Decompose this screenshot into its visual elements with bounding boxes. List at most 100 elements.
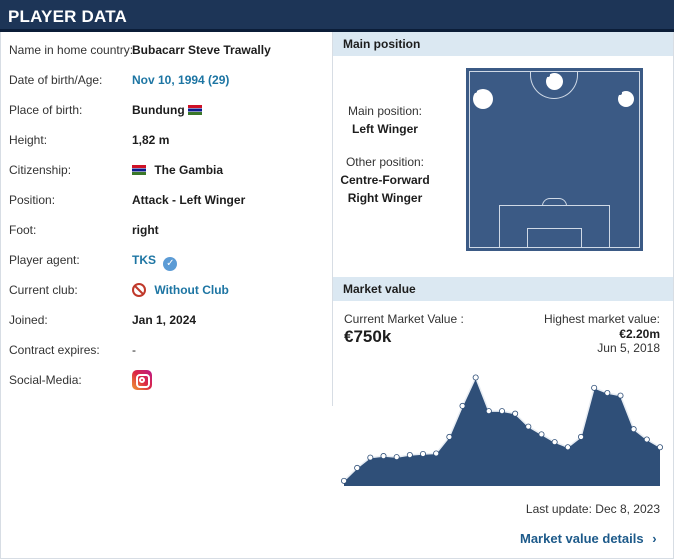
market-value-point[interactable] [367,454,374,461]
row-value-wrapper [132,370,152,391]
gambia-flag-icon [188,105,202,115]
row-label: Player agent: [9,253,80,267]
row-value-wrapper: The Gambia [132,160,223,180]
club-link[interactable]: Without Club [154,283,229,297]
row-contract-expires: Contract expires: - [9,340,329,360]
other-position-block: Other position: Centre-Forward Right Win… [330,153,440,207]
market-value-area [344,377,660,486]
market-value-chart[interactable] [338,358,668,493]
row-label: Contract expires: [9,343,100,357]
position-pitch [466,68,643,251]
highest-market-value: €2.20m [619,327,660,341]
market-value-point[interactable] [630,426,637,433]
other-position-marker [546,73,563,90]
row-date-of-birth: Date of birth/Age: Nov 10, 1994 (29) [9,70,329,90]
row-player-agent: Player agent: TKS ✓ [9,250,329,271]
current-market-value-label: Current Market Value : [344,312,464,326]
market-value-point[interactable] [393,454,400,461]
market-value-point[interactable] [617,392,624,399]
market-value-point[interactable] [380,453,387,460]
row-value-wrapper: Without Club [132,280,229,300]
market-value-point[interactable] [354,464,361,471]
row-label: Social-Media: [9,373,82,387]
page-title: PLAYER DATA [8,7,128,26]
row-value: Jan 1, 2024 [132,313,197,327]
market-value-point[interactable] [525,423,532,430]
no-club-icon [132,283,146,297]
row-value-wrapper: TKS ✓ [132,250,178,271]
market-value-point[interactable] [564,444,571,451]
market-value-point[interactable] [406,452,413,459]
market-value-point[interactable] [577,433,584,440]
pitch-penalty-arc [542,198,567,206]
player-data-list: Name in home country: Bubacarr Steve Tra… [0,32,332,559]
market-value-point[interactable] [341,477,347,484]
market-value-point[interactable] [551,439,558,446]
market-value-point[interactable] [656,444,663,451]
market-value-details-link[interactable]: Market value details › [520,531,657,546]
birthdate-link[interactable]: Nov 10, 1994 (29) [132,73,230,87]
details-link-label: Market value details [520,531,644,546]
row-place-of-birth: Place of birth: Bundung [9,100,329,120]
main-position-block: Main position: Left Winger [330,102,440,138]
other-position-label: Other position: [345,155,425,169]
market-value-point[interactable] [433,450,440,457]
last-update-text: Last update: Dec 8, 2023 [525,502,660,516]
other-position-marker [618,91,634,107]
market-value-point[interactable] [643,436,650,443]
row-label: Foot: [9,223,37,237]
row-value: - [132,343,136,357]
agent-link[interactable]: TKS [132,253,156,267]
market-value-point[interactable] [420,450,427,457]
chevron-right-icon: › [652,531,657,546]
current-market-value: €750k [344,327,392,346]
row-label: Citizenship: [9,163,72,177]
row-value: right [132,223,159,237]
row-citizenship: Citizenship: The Gambia [9,160,329,180]
row-value-wrapper: Bundung [132,100,202,120]
column-divider [332,32,333,406]
gambia-flag-icon [132,165,146,175]
row-label: Place of birth: [9,103,83,117]
main-position-marker [473,89,493,109]
row-height: Height: 1,82 m [9,130,329,150]
other-position-value: Centre-Forward [340,173,430,187]
row-current-club: Current club: Without Club [9,280,329,300]
row-label: Date of birth/Age: [9,73,103,87]
main-position-label: Main position: [347,104,423,118]
market-value-point[interactable] [485,408,492,415]
row-value: Bundung [132,103,185,117]
row-label: Height: [9,133,48,147]
row-label: Name in home country: [9,43,134,57]
row-label: Position: [9,193,56,207]
market-value-point[interactable] [472,374,479,381]
market-value-point[interactable] [498,408,505,415]
row-label: Joined: [9,313,48,327]
market-value-point[interactable] [591,384,598,391]
market-value-point[interactable] [604,390,611,397]
verified-check-icon: ✓ [163,257,178,271]
row-value: Bubacarr Steve Trawally [132,43,271,57]
market-value-heading: Market value [333,277,673,301]
page-header: PLAYER DATA [0,0,674,32]
row-name-home-country: Name in home country: Bubacarr Steve Tra… [9,40,329,60]
other-position-value: Right Winger [347,191,423,205]
market-value-point[interactable] [459,402,466,409]
pitch-penalty-area [499,205,610,248]
row-value: 1,82 m [132,133,170,147]
pitch-goal-area [527,228,582,248]
row-value: Attack - Left Winger [132,193,246,207]
highest-market-value-label: Highest market value: [543,312,660,326]
market-value-point[interactable] [512,410,519,417]
market-value-point[interactable] [446,433,453,440]
instagram-icon[interactable] [132,370,152,390]
highest-market-value-date: Jun 5, 2018 [597,341,660,355]
row-label: Current club: [9,283,78,297]
row-joined: Joined: Jan 1, 2024 [9,310,329,330]
main-position-heading: Main position [333,32,673,56]
row-social-media: Social-Media: [9,370,329,390]
row-value: The Gambia [154,163,224,177]
row-foot: Foot: right [9,220,329,240]
market-value-point[interactable] [538,431,545,438]
main-position-value: Left Winger [352,122,418,136]
